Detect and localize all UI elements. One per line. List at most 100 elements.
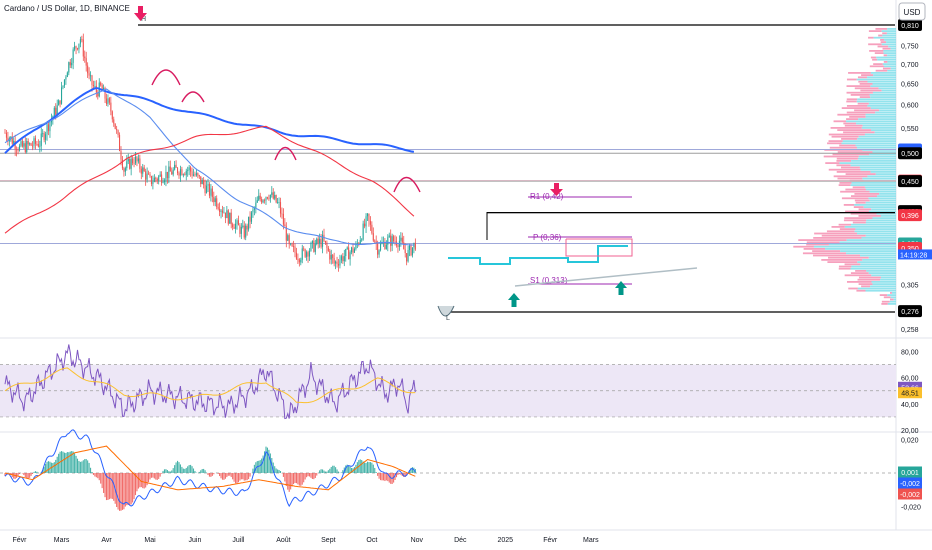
macd-histogram-bar xyxy=(43,466,45,473)
macd-histogram-bar xyxy=(17,472,19,476)
volume-profile-bar xyxy=(857,278,881,281)
candle-body xyxy=(364,223,366,227)
volume-profile-bar xyxy=(850,272,869,274)
candle-body xyxy=(101,85,103,91)
volume-profile-bar xyxy=(865,234,896,237)
candle-body xyxy=(237,220,239,226)
time-tick-label: Mai xyxy=(144,537,156,544)
candle-body xyxy=(58,100,60,106)
macd-histogram-bar xyxy=(169,471,171,473)
macd-histogram-bar xyxy=(411,467,413,473)
rsi-value-label: 48,51 xyxy=(901,391,919,398)
macd-histogram-bar xyxy=(159,472,161,477)
volume-profile-bar xyxy=(867,175,896,178)
macd-histogram-bar xyxy=(121,472,123,510)
volume-profile-bar xyxy=(828,243,896,246)
candle-body xyxy=(375,241,377,244)
volume-profile-bar xyxy=(821,259,863,261)
support-trendline[interactable] xyxy=(514,267,698,287)
candle-body xyxy=(59,100,61,104)
price-level-label: 0,276 xyxy=(901,309,919,316)
candle-body xyxy=(262,200,264,203)
resistance-line[interactable] xyxy=(487,212,895,214)
volume-profile-bar xyxy=(887,303,896,305)
volume-profile-bar xyxy=(859,83,873,85)
volume-profile-bar xyxy=(842,140,896,142)
volume-profile-bar xyxy=(889,300,896,303)
candle-body xyxy=(43,133,45,140)
candle-body xyxy=(163,180,166,183)
volume-profile-bar xyxy=(881,303,888,305)
macd-histogram-bar xyxy=(346,464,348,473)
macd-histogram-bar xyxy=(224,472,226,479)
macd-histogram-bar xyxy=(36,471,38,473)
price-level-label: 0,450 xyxy=(901,179,919,186)
macd-histogram-bar xyxy=(264,451,266,473)
volume-profile-bar xyxy=(855,228,896,230)
candle-body xyxy=(272,192,274,199)
volume-profile-bar xyxy=(827,142,842,145)
candle-body xyxy=(88,73,90,76)
macd-histogram-bar xyxy=(24,472,26,478)
volume-profile-bar xyxy=(886,41,896,43)
time-tick-label: Juin xyxy=(189,537,202,544)
price-tick-label: 0,750 xyxy=(901,43,919,50)
candle-body xyxy=(27,141,29,145)
currency-selector[interactable]: USD xyxy=(898,2,926,21)
candle-body xyxy=(329,250,331,260)
macd-histogram-bar xyxy=(266,447,268,473)
volume-profile-bar xyxy=(868,30,882,32)
macd-histogram-bar xyxy=(395,472,398,478)
candle-body xyxy=(69,62,71,66)
volume-profile-bar xyxy=(839,162,896,164)
macd-histogram-bar xyxy=(351,467,353,473)
candle-body xyxy=(377,243,379,255)
macd-histogram-bar xyxy=(314,472,316,478)
macd-histogram-bar xyxy=(148,472,150,483)
volume-profile-bar xyxy=(877,195,896,197)
candle-body xyxy=(65,77,67,80)
macd-histogram-bar xyxy=(333,465,335,473)
volume-profile-bar xyxy=(821,234,866,237)
volume-profile-bar xyxy=(857,98,896,101)
candle-body xyxy=(227,210,229,224)
volume-profile-bar xyxy=(850,184,896,186)
volume-profile-bar xyxy=(843,204,855,206)
volume-profile-bar xyxy=(851,223,896,226)
candle-body xyxy=(85,58,87,66)
candle-body xyxy=(132,158,134,164)
macd-histogram-bar xyxy=(259,460,261,473)
macd-histogram-bar xyxy=(332,465,334,473)
candle-body xyxy=(11,136,13,144)
macd-histogram-bar xyxy=(239,472,241,481)
candle-body xyxy=(339,260,341,266)
volume-profile-bar xyxy=(867,80,896,83)
volume-profile-bar xyxy=(803,248,826,250)
symbol-title: Cardano / US Dollar, 1D, BINANCE xyxy=(4,4,130,13)
signal-line xyxy=(4,445,416,491)
candle-body xyxy=(219,208,221,212)
volume-profile-bar xyxy=(878,87,896,90)
candle-body xyxy=(258,195,260,201)
macd-histogram-bar xyxy=(198,471,200,473)
macd-histogram-bar xyxy=(233,472,235,482)
rsi-tick-label: 60,00 xyxy=(901,376,919,383)
macd-histogram-bar xyxy=(171,470,173,473)
price-tick-label: 0,258 xyxy=(901,327,919,334)
moving-average-line xyxy=(4,88,414,246)
macd-histogram-bar xyxy=(175,462,177,473)
macd-histogram-bar xyxy=(303,472,305,483)
price-level-badge xyxy=(898,305,922,318)
macd-histogram-bar xyxy=(261,458,263,473)
macd-histogram-bar xyxy=(229,472,231,476)
candle-body xyxy=(304,249,306,257)
time-axis[interactable]: Févr Mars Avr Mai Juin Juill Août Sept Oct Nov Déc… xyxy=(13,537,600,544)
volume-profile-bar xyxy=(868,272,896,274)
macd-value-label: -0,002 xyxy=(900,481,920,488)
macd-histogram-bar xyxy=(178,462,180,473)
volume-profile-bar xyxy=(877,45,889,48)
price-axis[interactable]: 0,7500,7000,6500,6000,5500,5000,4500,400… xyxy=(898,19,932,334)
macd-value-label: 0,001 xyxy=(901,470,919,477)
